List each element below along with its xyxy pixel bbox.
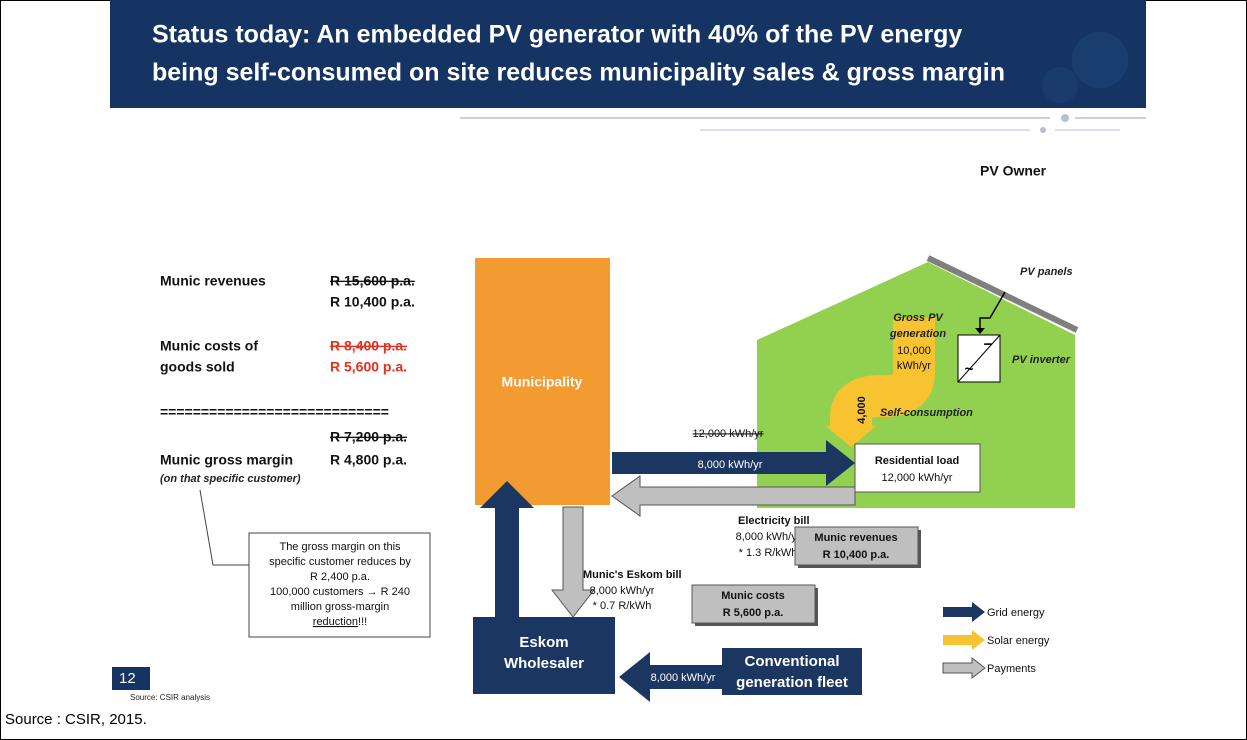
callout-line: million gross-margin <box>291 601 389 613</box>
separator: ============================ <box>160 404 389 420</box>
callout-line: reduction!!! <box>313 616 367 628</box>
eskom-label: Wholesaler <box>504 655 584 672</box>
revenues-old: R 15,600 p.a. <box>330 273 415 289</box>
title-line: Status today: An embedded PV generator w… <box>152 21 962 49</box>
margin-label: Munic gross margin <box>160 452 293 468</box>
munic-revenues-box <box>794 526 919 566</box>
eskom-bill-line: * 0.7 R/kWh <box>593 600 652 612</box>
solar-flow-head <box>826 426 876 447</box>
gross-pv-value: 10,000 <box>897 345 931 357</box>
legend-label: Solar energy <box>987 635 1050 647</box>
residential-load <box>854 443 981 493</box>
self-consumption-value: 4,000 <box>856 396 868 424</box>
eskom-grid-flow <box>480 481 534 617</box>
solar-flow <box>830 318 935 426</box>
inverter-diagonal <box>957 334 1001 383</box>
title-banner <box>110 0 1146 108</box>
gross-pv-value: kWh/yr <box>897 360 932 372</box>
grid-flow-value: 8,000 kWh/yr <box>698 459 763 471</box>
munic-costs-box <box>691 584 816 624</box>
caption: Source : CSIR, 2015. <box>5 711 147 728</box>
callout-line: 100,000 customers → R 240 <box>270 586 410 598</box>
residential-label: Residential load <box>875 455 959 467</box>
payment-flow <box>611 475 856 517</box>
pv-panels-label: PV panels <box>1020 266 1073 278</box>
margin-new: R 4,800 p.a. <box>330 452 407 468</box>
title-line: being self-consumed on site reduces muni… <box>152 59 1005 87</box>
slide-number: 12 <box>119 670 136 687</box>
conventional-label: generation fleet <box>736 674 848 691</box>
conventional-fleet <box>722 648 862 695</box>
bill-line: * 1.3 R/kWh <box>739 547 798 559</box>
margin-old: R 7,200 p.a. <box>330 429 407 445</box>
eskom-bill-line: 8,000 kWh/yr <box>590 585 655 597</box>
munic-costs-value: R 5,600 p.a. <box>723 607 784 619</box>
legend-label: Grid energy <box>987 607 1045 619</box>
costs-label: Munic costs of <box>160 338 258 354</box>
margin-note: (on that specific customer) <box>160 473 301 485</box>
residential-value: 12,000 kWh/yr <box>882 472 953 484</box>
callout-line: specific customer reduces by <box>269 556 411 568</box>
callout-emphasis: reduction <box>313 616 358 628</box>
pv-inverter-label: PV inverter <box>1012 354 1071 366</box>
municipality-label: Municipality <box>502 374 583 390</box>
decor-dot <box>1061 114 1069 122</box>
eskom-payment-flow <box>550 506 596 618</box>
revenues-label: Munic revenues <box>160 273 266 289</box>
callout-tail: !!! <box>358 616 367 628</box>
panel-wire-head <box>975 328 985 334</box>
panel-wire <box>979 291 1006 330</box>
costs-new: R 5,600 p.a. <box>330 359 407 375</box>
legend-label: Payments <box>987 663 1036 675</box>
municipality <box>475 258 610 505</box>
eskom <box>473 617 615 694</box>
fleet-flow <box>619 652 725 702</box>
eskom-bill-line: Munic's Eskom bill <box>583 569 682 581</box>
callout-box <box>248 532 431 638</box>
inverter-ac: ~ <box>965 361 974 378</box>
pv-panels <box>926 255 1079 333</box>
inverter-dc: − <box>984 336 993 353</box>
callout-line: The gross margin on this <box>279 541 401 553</box>
legend-payment-arrow <box>942 656 986 680</box>
decor-dot <box>1040 127 1046 133</box>
banner-decoration <box>1072 32 1128 88</box>
conventional-label: Conventional <box>744 653 839 670</box>
self-consumption-label: Self-consumption <box>880 407 973 419</box>
revenues-new: R 10,400 p.a. <box>330 294 415 310</box>
owner-label: PV Owner <box>980 163 1047 179</box>
bill-line: Electricity bill <box>738 515 810 527</box>
munic-costs-label: Munic costs <box>721 590 785 602</box>
fleet-flow-value: 8,000 kWh/yr <box>651 672 716 684</box>
legend-solar-arrow <box>943 630 985 650</box>
gross-pv-label: Gross PV <box>893 312 944 324</box>
grid-flow <box>612 440 855 486</box>
eskom-label: Eskom <box>519 634 568 651</box>
callout-line: R 2,400 p.a. <box>310 571 370 583</box>
costs-old: R 8,400 p.a. <box>330 338 407 354</box>
slide-number-box <box>112 667 150 690</box>
grid-flow-old: 12,000 kWh/yr <box>693 428 764 440</box>
munic-revenues-label: Munic revenues <box>814 532 897 544</box>
legend-grid-arrow <box>943 602 985 622</box>
banner-decoration <box>1042 67 1078 103</box>
slide-source: Source: CSIR analysis <box>130 693 210 702</box>
callout-pointer <box>199 489 249 566</box>
gross-pv-label: generation <box>889 328 947 340</box>
costs-label: goods sold <box>160 359 235 375</box>
bill-line: 8,000 kWh/yr <box>736 531 801 543</box>
munic-revenues-value: R 10,400 p.a. <box>823 549 890 561</box>
